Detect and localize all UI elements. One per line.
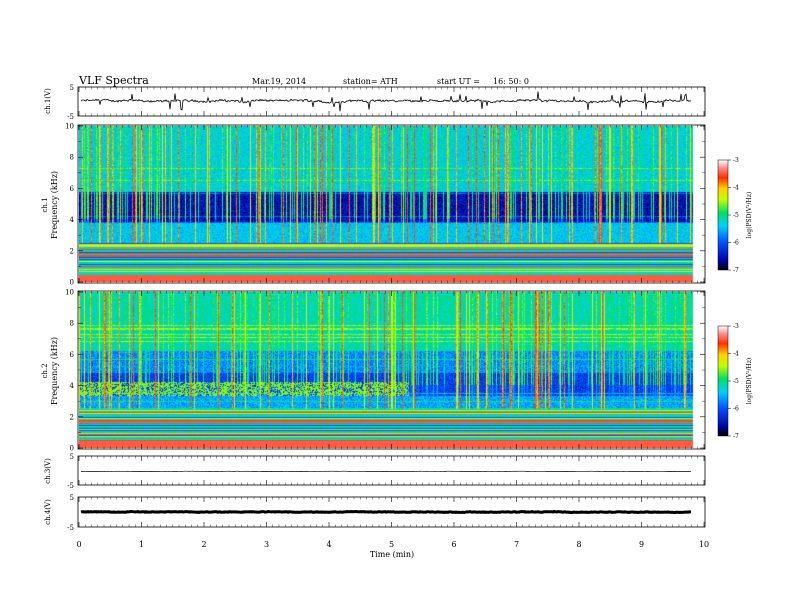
colorbar-tick-label: -6	[733, 406, 739, 413]
x-tick-label: 8	[576, 540, 581, 549]
x-tick-label: 2	[201, 540, 206, 549]
colorbar-tick-label: -4	[733, 185, 739, 192]
colorbar-tick-label: -3	[733, 323, 739, 330]
x-tick-label: 6	[451, 540, 456, 549]
ch1-ytick-top: 5	[70, 84, 74, 92]
x-tick-label: 0	[76, 540, 81, 549]
ch4-waveform-panel: 5 -5 ch.4(V)	[44, 494, 706, 532]
y-tick-label: 4	[70, 382, 75, 390]
ch3-ytick-top: 5	[70, 453, 74, 461]
ch4-waveform-ylabel: ch.4(V)	[44, 499, 52, 525]
x-axis-label: Time (min)	[370, 550, 414, 559]
y-tick-label: 10	[65, 289, 74, 297]
station-label: station= ATH	[343, 77, 398, 86]
colorbar-tick-label: -7	[733, 267, 739, 274]
x-tick-label: 5	[389, 540, 394, 549]
y-tick-label: 0	[70, 445, 74, 453]
ch3-waveform-ylabel: ch.3(V)	[44, 458, 52, 484]
colorbar-tick-label: -5	[733, 378, 739, 385]
ch1-spectrogram-channel-label: ch.1	[41, 197, 49, 212]
y-tick-label: 8	[70, 320, 74, 328]
x-tick-label: 10	[699, 540, 709, 549]
ch1-colorbar-label: log(PSD(V²/Hz)	[746, 192, 753, 239]
colorbar-tick-label: -4	[733, 351, 739, 358]
ch2-colorbar	[717, 325, 729, 437]
y-tick-label: 2	[70, 413, 74, 421]
y-tick-label: 0	[70, 279, 74, 287]
x-tick-label: 3	[264, 540, 269, 549]
x-tick-label: 9	[639, 540, 644, 549]
ch2-spectrogram-heatmap	[79, 292, 704, 448]
y-tick-label: 2	[70, 247, 74, 255]
start-label: start UT =	[437, 77, 480, 86]
ch2-spectrogram-ylabel: Frequency (kHz)	[50, 337, 59, 405]
ch4-ytick-top: 5	[70, 494, 74, 502]
date-label: Mar.19, 2014	[252, 77, 306, 86]
ch3-waveform-series	[81, 470, 692, 472]
y-tick-label: 8	[70, 154, 74, 162]
ch1-waveform-ylabel: ch.1(V)	[44, 88, 52, 114]
y-tick-label: 10	[65, 123, 74, 131]
colorbar-tick-label: -3	[733, 157, 739, 164]
y-tick-label: 6	[70, 351, 75, 359]
ch4-waveform-series	[80, 509, 691, 515]
colorbar-tick-label: -6	[733, 240, 739, 247]
ch1-colorbar	[717, 159, 729, 271]
x-tick-label: 7	[514, 540, 519, 549]
y-tick-label: 4	[70, 216, 75, 224]
start-time-label: 16: 50: 0	[493, 77, 529, 86]
x-tick-label: 4	[326, 540, 331, 549]
ch1-waveform-series	[80, 91, 692, 112]
ch4-ytick-bottom: -5	[67, 524, 74, 532]
ch2-spectrogram-image-wrap	[79, 292, 704, 448]
ch1-waveform-panel: 5 -5 ch.1(V)	[44, 84, 706, 121]
ch2-colorbar-label: log(PSD(V²/Hz)	[746, 358, 753, 405]
y-tick-label: 6	[70, 185, 75, 193]
ch1-spectrogram-image-wrap	[79, 126, 704, 282]
ch1-spectrogram-ylabel: Frequency (kHz)	[50, 171, 59, 239]
ch2-colorbar-ticks: -3 -4 -5 -6 -7	[728, 323, 739, 440]
ch1-spectrogram-heatmap	[79, 126, 704, 282]
ch1-ytick-bottom: -5	[67, 113, 74, 121]
ch2-spectrogram-channel-label: ch.2	[41, 363, 49, 378]
ch3-ytick-bottom: -5	[67, 482, 74, 490]
colorbar-tick-label: -5	[733, 212, 739, 219]
ch3-waveform-panel: 5 -5 ch.3(V)	[44, 453, 706, 490]
ch1-colorbar-ticks: -3 -4 -5 -6 -7	[728, 157, 739, 274]
time-x-axis: 0 1 2 3 4 5 6 7 8 9 10	[76, 87, 709, 549]
figure-title: VLF Spectra	[78, 74, 149, 87]
ch1-spectrogram-yticks: 0 2 4 6 8 10	[65, 123, 705, 287]
x-tick-label: 1	[139, 540, 144, 549]
colorbar-tick-label: -7	[733, 433, 739, 440]
